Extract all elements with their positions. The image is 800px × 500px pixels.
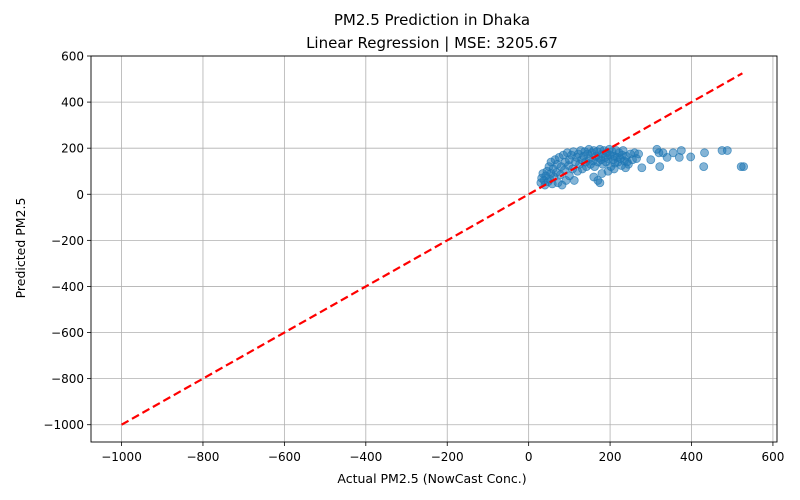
scatter-point <box>699 162 709 172</box>
scatter-point <box>662 152 672 162</box>
plot-frame <box>90 55 778 443</box>
scatter-point <box>668 148 678 158</box>
scatter-point <box>700 148 709 158</box>
scatter-point <box>637 163 647 173</box>
scatter-point <box>722 146 732 155</box>
scatter-point <box>609 164 619 174</box>
x-axis-label: Actual PM2.5 (NowCast Conc.) <box>337 471 526 486</box>
chart-title: PM2.5 Prediction in Dhaka <box>334 11 530 29</box>
y-tick-label: 600 <box>61 50 84 64</box>
scatter-point <box>634 149 643 159</box>
x-tick-label: −200 <box>431 450 464 464</box>
grid-lines <box>91 55 777 442</box>
scatter-point <box>569 176 579 185</box>
x-tick-label: −800 <box>186 450 219 464</box>
y-tick-label: 200 <box>61 142 84 156</box>
y-tick-label: 0 <box>76 188 84 202</box>
scatter-point <box>595 178 605 188</box>
y-tick-label: −600 <box>51 326 84 340</box>
y-tick-label: −200 <box>51 234 84 248</box>
y-axis-ticks: −1000 −800 −600 −400 −200 0 200 400 600 <box>43 50 91 432</box>
scatter-point <box>646 155 656 165</box>
scatter-point <box>686 152 696 162</box>
scatter-point <box>739 162 749 172</box>
y-tick-label: 400 <box>61 96 84 110</box>
y-tick-label: −800 <box>51 372 84 386</box>
scatter-point <box>676 146 686 155</box>
x-tick-label: −1000 <box>101 450 142 464</box>
x-tick-label: 0 <box>525 450 533 464</box>
x-axis-ticks: −1000 −800 −600 −400 −200 0 200 400 600 <box>101 442 784 464</box>
x-tick-label: 400 <box>680 450 703 464</box>
y-axis-label: Predicted PM2.5 <box>13 198 28 299</box>
x-tick-label: −400 <box>349 450 382 464</box>
x-tick-label: 600 <box>761 450 784 464</box>
y-tick-label: −400 <box>51 280 84 294</box>
x-tick-label: −600 <box>268 450 301 464</box>
x-tick-label: 200 <box>599 450 622 464</box>
scatter-points <box>536 144 749 190</box>
chart-subtitle: Linear Regression | MSE: 3205.67 <box>306 34 558 52</box>
reference-line <box>120 72 743 426</box>
scatter-point <box>655 162 665 172</box>
y-tick-label: −1000 <box>43 418 84 432</box>
